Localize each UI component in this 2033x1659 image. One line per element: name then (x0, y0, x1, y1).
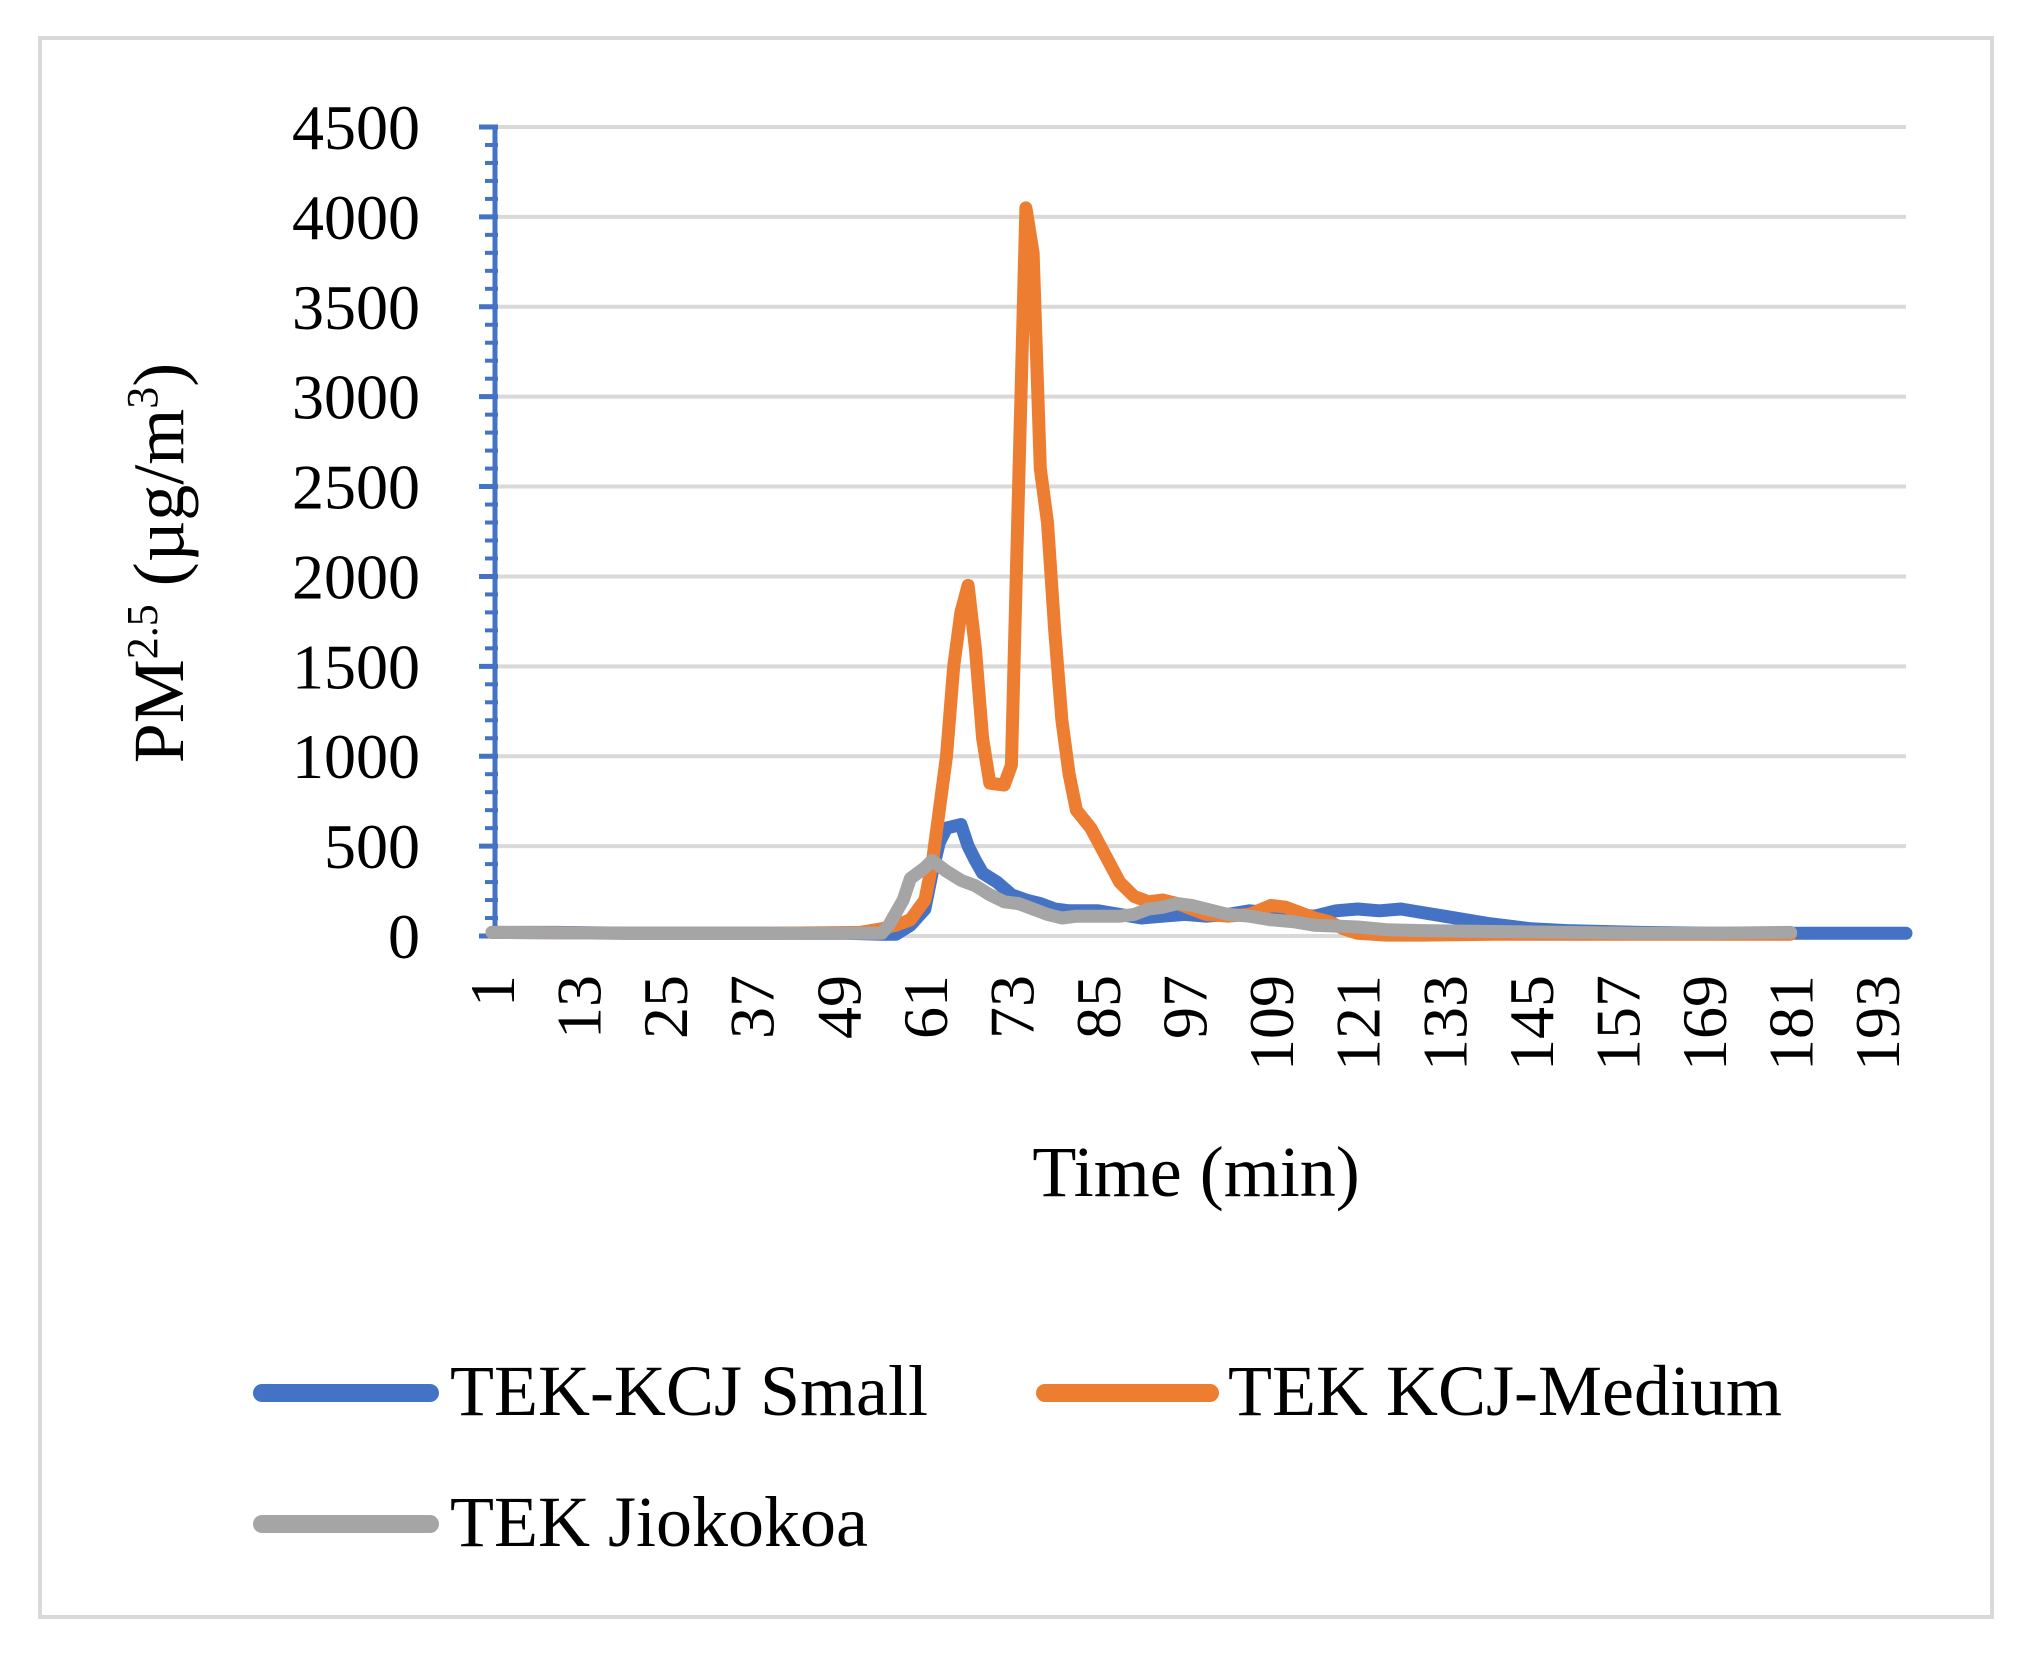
x-tick-label: 25 (630, 975, 701, 1039)
y-axis: 0 500 1000 1500 2000 2500 3000 3500 4000 4500 (292, 92, 498, 972)
x-tick-label: 133 (1409, 975, 1480, 1071)
legend-label-1: TEK-KCJ Small (450, 1351, 928, 1431)
y-tick-label: 2500 (292, 452, 420, 523)
x-tick-label: 37 (717, 975, 788, 1039)
y-tick-label: 1500 (292, 631, 420, 702)
legend: TEK-KCJ Small TEK KCJ-Medium TEK Jiokokoa (253, 1351, 1782, 1562)
x-tick-label: 181 (1756, 975, 1827, 1071)
x-tick-label: 85 (1063, 975, 1134, 1039)
x-tick-label: 169 (1669, 975, 1740, 1071)
y-tick-label: 3000 (292, 362, 420, 433)
x-tick-label: 1 (457, 975, 528, 1007)
y-tick-label: 3500 (292, 272, 420, 343)
x-tick-label: 145 (1496, 975, 1567, 1071)
y-tick-label: 0 (388, 901, 420, 972)
x-tick-label: 13 (544, 975, 615, 1039)
y-axis-title: PM2.5 (µg/m3) (118, 363, 199, 764)
legend-label-3: TEK Jiokokoa (450, 1482, 868, 1562)
y-tick-label: 2000 (292, 541, 420, 612)
x-tick-label: 109 (1236, 975, 1307, 1071)
gridlines (492, 125, 1906, 938)
series-lines (485, 201, 1913, 942)
x-axis-title: Time (min) (1032, 1132, 1359, 1212)
x-tick-label: 97 (1150, 975, 1221, 1039)
x-tick-label: 157 (1582, 975, 1653, 1071)
y-tick-label: 1000 (292, 721, 420, 792)
y-tick-label: 4000 (292, 182, 420, 253)
x-tick-label: 73 (976, 975, 1047, 1039)
series-line-3 (485, 854, 1798, 940)
x-tick-label: 193 (1842, 975, 1913, 1071)
series-line-2 (485, 201, 1798, 942)
chart-frame (38, 36, 1994, 1619)
legend-label-2: TEK KCJ-Medium (1228, 1351, 1782, 1431)
x-axis: 1 13 25 37 49 61 73 85 97 109 121 133 145 157 169 181 19… (457, 975, 1913, 1071)
y-tick-label: 500 (324, 811, 420, 882)
x-tick-label: 61 (890, 975, 961, 1039)
x-tick-label: 121 (1323, 975, 1394, 1071)
x-tick-label: 49 (803, 975, 874, 1039)
y-tick-label: 4500 (292, 92, 420, 163)
